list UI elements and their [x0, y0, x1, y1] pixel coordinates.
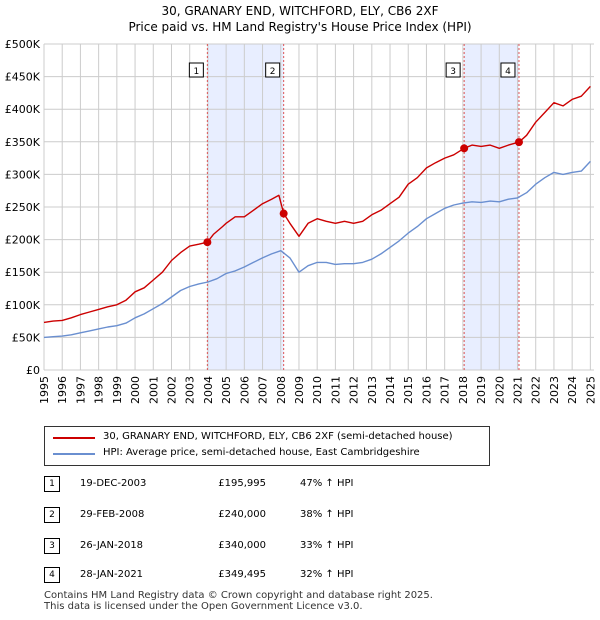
transaction-hpi-change: 47% ↑ HPI: [300, 478, 354, 489]
x-tick-label: 2001: [147, 376, 160, 404]
chart-title-line1: 30, GRANARY END, WITCHFORD, ELY, CB6 2XF: [161, 4, 439, 18]
x-tick-label: 2016: [420, 376, 433, 404]
transaction-number: 1: [44, 476, 60, 492]
sale-label-box: [500, 62, 516, 78]
sale-label-text: 2: [270, 67, 276, 77]
transaction-hpi-change: 33% ↑ HPI: [300, 540, 354, 551]
x-tick-label: 2014: [384, 376, 397, 404]
axes: £0 £50K £100K £150K £200K £250K £300K £350K £400…: [5, 38, 598, 404]
x-tick-label: 2017: [439, 376, 452, 404]
x-tick-label: 2024: [566, 376, 579, 404]
sale-label-text: 3: [450, 67, 456, 77]
sale-label-text: 1: [193, 67, 199, 77]
sale-label: 1: [188, 62, 204, 78]
legend-label-property: 30, GRANARY END, WITCHFORD, ELY, CB6 2XF…: [103, 431, 453, 442]
series-lines: [43, 85, 591, 339]
sale-label: 3: [445, 62, 461, 78]
table-row: 4 28-JAN-2021 £349,495 32% ↑ HPI: [0, 567, 600, 587]
sale-label-box: [265, 62, 281, 78]
price-chart: 1 2 3 4 £0 £50K £100K £150K £200K £250K £300K £350…: [5, 38, 598, 404]
y-tick-label: £50K: [12, 331, 41, 344]
x-tick-label: 2013: [366, 376, 379, 404]
transaction-hpi-change: 32% ↑ HPI: [300, 569, 354, 580]
x-tick-label: 2023: [548, 376, 561, 404]
x-tick-label: 2010: [311, 376, 324, 404]
y-tick-label: £150K: [5, 266, 41, 279]
sale-label-box: [188, 62, 204, 78]
transaction-price: £195,995: [218, 478, 266, 489]
sale-label: 2: [265, 62, 281, 78]
x-tick-label: 2003: [184, 376, 197, 404]
transaction-number: 2: [44, 507, 60, 523]
x-tick-label: 2009: [293, 376, 306, 404]
chart-title-line2: Price paid vs. HM Land Registry's House …: [128, 20, 472, 34]
sale-points: [203, 138, 523, 247]
x-tick-label: 2005: [220, 376, 233, 404]
x-tick-label: 2000: [129, 376, 142, 404]
table-row: 1 19-DEC-2003 £195,995 47% ↑ HPI: [0, 476, 600, 496]
sale-point: [279, 209, 288, 218]
x-tick-label: 2019: [475, 376, 488, 404]
transaction-date: 19-DEC-2003: [80, 478, 147, 489]
x-tick-label: 2015: [402, 376, 415, 404]
y-tick-label: £250K: [5, 201, 41, 214]
x-tick-label: 1996: [56, 376, 69, 404]
footer: Contains HM Land Registry data © Crown c…: [44, 590, 433, 612]
x-tick-label: 1995: [38, 376, 51, 404]
sale-point: [460, 144, 469, 153]
x-tick-label: 2018: [457, 376, 470, 404]
gridlines: [43, 43, 594, 371]
series-line-hpi: [43, 160, 591, 339]
y-tick-label: £500K: [5, 38, 41, 51]
sale-label: 4: [500, 62, 516, 78]
transaction-price: £240,000: [218, 509, 266, 520]
transaction-price: £340,000: [218, 540, 266, 551]
legend-swatch-property: [53, 437, 95, 439]
y-tick-label: £100K: [5, 299, 41, 312]
sale-label-text: 4: [505, 67, 511, 77]
x-tick-label: 1998: [93, 376, 106, 404]
transaction-price: £349,495: [218, 569, 266, 580]
x-tick-label: 2012: [348, 376, 361, 404]
y-tick-label: £400K: [5, 103, 41, 116]
x-tick-label: 2022: [530, 376, 543, 404]
y-tick-label: £0: [26, 364, 40, 377]
legend-label-hpi: HPI: Average price, semi-detached house,…: [103, 447, 420, 458]
footer-line-1: Contains HM Land Registry data © Crown c…: [44, 590, 433, 601]
x-tick-label: 2007: [257, 376, 270, 404]
x-tick-label: 2011: [329, 376, 342, 404]
legend: 30, GRANARY END, WITCHFORD, ELY, CB6 2XF…: [44, 426, 490, 466]
x-tick-label: 1997: [74, 376, 87, 404]
x-tick-label: 2025: [584, 376, 597, 404]
sale-point: [203, 238, 212, 247]
x-tick-label: 2006: [238, 376, 251, 404]
x-tick-label: 2021: [512, 376, 525, 404]
y-tick-label: £200K: [5, 234, 41, 247]
y-tick-label: £450K: [5, 71, 41, 84]
y-tick-label: £350K: [5, 136, 41, 149]
sale-labels: 1 2 3 4: [188, 62, 516, 78]
sale-point: [514, 138, 523, 147]
sale-label-box: [445, 62, 461, 78]
y-tick-label: £300K: [5, 168, 41, 181]
transaction-date: 28-JAN-2021: [80, 569, 144, 580]
x-tick-label: 2020: [493, 376, 506, 404]
series-line-property: [43, 85, 591, 324]
legend-swatch-hpi: [53, 453, 95, 455]
x-tick-label: 2002: [165, 376, 178, 404]
footer-line-2: This data is licensed under the Open Gov…: [44, 601, 363, 612]
transaction-date: 26-JAN-2018: [80, 540, 144, 551]
table-row: 3 26-JAN-2018 £340,000 33% ↑ HPI: [0, 538, 600, 558]
x-tick-label: 1999: [111, 376, 124, 404]
transaction-number: 4: [44, 567, 60, 583]
transaction-date: 29-FEB-2008: [80, 509, 145, 520]
table-row: 2 29-FEB-2008 £240,000 38% ↑ HPI: [0, 507, 600, 527]
transaction-hpi-change: 38% ↑ HPI: [300, 509, 354, 520]
x-tick-label: 2008: [275, 376, 288, 404]
transaction-number: 3: [44, 538, 60, 554]
x-tick-label: 2004: [202, 376, 215, 404]
